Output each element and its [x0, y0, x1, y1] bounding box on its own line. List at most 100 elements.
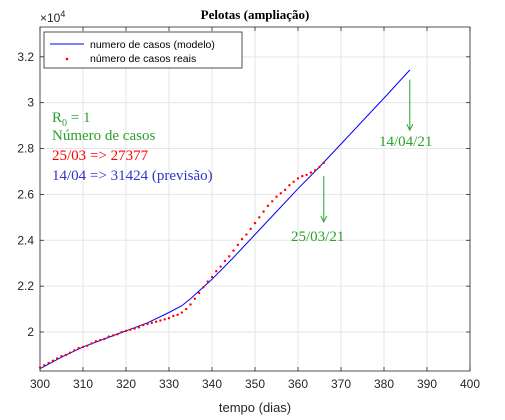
data-point-real [296, 177, 300, 180]
data-point-real [245, 233, 248, 236]
data-point-real [47, 361, 50, 365]
data-point-real [159, 319, 162, 322]
y-tick-label: 2.2 [17, 279, 34, 293]
data-point-real [64, 353, 68, 357]
data-point-real [43, 364, 46, 367]
x-tick-label: 300 [30, 377, 50, 391]
data-point-real [60, 354, 63, 358]
data-point-real [292, 180, 295, 183]
y-tick-label: 3.2 [17, 50, 34, 64]
data-point-real [197, 291, 201, 295]
x-tick-label: 380 [374, 377, 394, 391]
y-tick-label: 2 [27, 325, 34, 339]
data-point-real [86, 344, 89, 347]
annotation-real-cases: 25/03 => 27377 [52, 148, 149, 164]
data-point-real [314, 169, 317, 172]
data-point-real [103, 337, 106, 341]
axes: 300 310 320 330 340 350 360 370 380 390 400 2 2.2 2.4… [17, 26, 480, 391]
x-tick-label: 310 [73, 377, 93, 391]
data-point-real [94, 339, 98, 343]
data-point-real [68, 351, 72, 354]
data-point-real [193, 297, 196, 300]
x-tick-label: 330 [159, 377, 179, 391]
data-point-real [219, 265, 222, 268]
data-point-real [56, 357, 59, 360]
legend-label-real: número de casos reais [90, 53, 196, 65]
annotation-forecast-date: 14/04/21 [379, 134, 432, 150]
data-point-real [81, 345, 85, 349]
data-point-real [133, 327, 136, 330]
data-point-real [142, 323, 145, 327]
arrow-real-head [320, 215, 328, 224]
x-tick-label: 390 [417, 377, 437, 391]
data-point-real [275, 195, 278, 198]
data-point-real [99, 338, 102, 342]
data-point-real [206, 280, 209, 283]
data-point-real [146, 322, 149, 326]
x-tick-label: 320 [116, 377, 136, 391]
data-point-real [167, 317, 171, 320]
data-point-real [318, 165, 321, 169]
data-point-real [228, 255, 231, 258]
data-point-real [51, 359, 55, 362]
data-point-real [236, 243, 239, 247]
data-point-real [202, 286, 205, 289]
legend: numero de casos (modelo) número de casos… [43, 31, 243, 69]
x-axis-label: tempo (dias) [219, 400, 291, 415]
annotation-real-date: 25/03/21 [291, 229, 344, 245]
legend-dot-real [65, 57, 69, 61]
data-point-real [223, 259, 227, 263]
data-point-real [107, 335, 111, 338]
data-point-real [283, 188, 287, 192]
data-point-real [73, 349, 76, 352]
data-point-real [301, 174, 304, 178]
data-point-real [258, 216, 261, 219]
data-point-real [38, 366, 42, 369]
annotation-forecast-cases: 14/04 => 31424 (previsão) [52, 168, 213, 184]
data-point-real [253, 221, 257, 225]
data-point-real [232, 249, 235, 252]
legend-label-model: numero de casos (modelo) [90, 39, 215, 51]
data-point-real [137, 326, 141, 329]
data-point-real [309, 171, 313, 174]
data-point-real [266, 204, 270, 208]
x-tick-label: 400 [460, 377, 480, 391]
x-tick-label: 350 [245, 377, 265, 391]
data-point-real [111, 334, 115, 337]
data-point-real [116, 333, 119, 336]
data-point-real [288, 184, 291, 187]
x-tick-label: 370 [331, 377, 351, 391]
y-tick-label: 2.4 [17, 233, 34, 247]
data-point-real [176, 313, 179, 317]
annotations: R0 = 1 Número de casos 25/03 => 27377 14… [52, 79, 432, 245]
annotation-cases-header: Número de casos [52, 128, 155, 144]
data-point-real [90, 342, 93, 345]
data-point-real [129, 328, 132, 331]
data-point-real [322, 161, 325, 165]
data-point-real [262, 210, 265, 213]
x-tick-label: 340 [202, 377, 222, 391]
data-point-real [210, 275, 214, 279]
data-point-real [180, 311, 184, 314]
data-point-real [124, 329, 128, 333]
y-tick-label: 3 [27, 96, 34, 110]
plot-area [38, 69, 411, 370]
data-point-real [163, 318, 166, 321]
data-point-real [172, 314, 175, 318]
data-point-real [215, 270, 218, 273]
data-point-real [189, 303, 192, 306]
y-tick-label: 2.8 [17, 142, 34, 156]
data-point-real [185, 307, 188, 311]
y-multiplier: ×104 [40, 9, 65, 25]
data-point-real [279, 192, 282, 195]
arrow-forecast-head [406, 123, 414, 132]
x-tick-label: 360 [288, 377, 308, 391]
legend-box [43, 31, 243, 69]
data-point-real [240, 237, 244, 241]
chart-title: Pelotas (ampliação) [201, 7, 310, 22]
data-point-real [150, 321, 153, 325]
data-point-real [271, 200, 274, 203]
y-tick-label: 2.6 [17, 187, 34, 201]
